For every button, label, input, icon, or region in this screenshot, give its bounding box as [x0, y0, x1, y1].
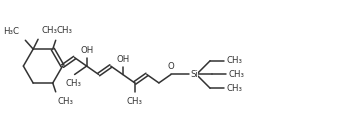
Text: CH₃: CH₃ — [41, 26, 57, 35]
Text: O: O — [167, 62, 174, 71]
Text: CH₃: CH₃ — [58, 97, 74, 106]
Text: OH: OH — [116, 55, 130, 64]
Text: CH₃: CH₃ — [57, 26, 73, 35]
Text: CH₃: CH₃ — [227, 56, 243, 65]
Text: Si: Si — [190, 70, 198, 79]
Text: CH₃: CH₃ — [65, 79, 82, 88]
Text: OH: OH — [80, 46, 93, 55]
Text: H₃C: H₃C — [4, 27, 19, 36]
Text: CH₃: CH₃ — [227, 84, 243, 93]
Text: CH₃: CH₃ — [229, 70, 245, 79]
Text: CH₃: CH₃ — [127, 97, 143, 106]
